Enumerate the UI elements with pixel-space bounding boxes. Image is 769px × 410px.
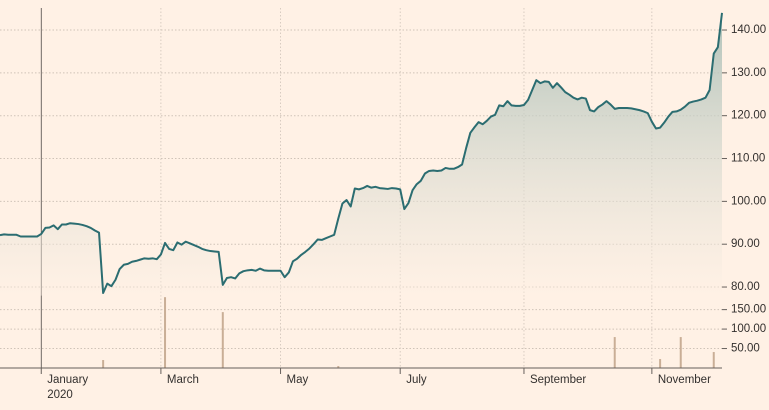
y-tick-label: 110.00 [731,153,765,165]
y-tick-label: 130.00 [731,67,766,79]
volume-bar [102,360,105,368]
y-tick-label: 100.00 [731,195,766,207]
x-tick-label: November [658,374,711,386]
volume-bar [164,297,167,368]
volume-bar [337,366,340,368]
y-tick-label: 50.00 [731,343,760,355]
y-tick-label: 150.00 [731,304,766,316]
y-tick-label: 120.00 [731,110,766,122]
x-tick-label: May [287,374,309,386]
y-tick-label: 140.00 [731,24,766,36]
volume-bar [679,337,682,368]
volume-bar [221,312,224,368]
price-area [0,12,722,296]
y-tick-label: 80.00 [731,281,760,293]
y-tick-label: 100.00 [731,323,766,335]
volume-bar [613,337,616,368]
x-tick-label: January [47,374,88,386]
x-tick-label: September [530,374,586,386]
volume-bar [659,359,662,368]
volume-bar [712,352,715,368]
price-line [0,12,723,295]
x-year-label: 2020 [47,389,73,401]
y-tick-label: 90.00 [731,238,760,250]
x-tick-label: March [167,374,199,386]
x-tick-label: July [406,374,427,386]
